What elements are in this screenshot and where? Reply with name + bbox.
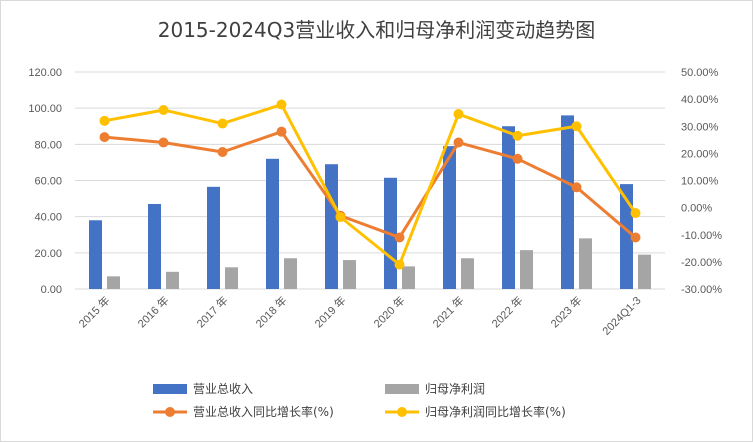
y-left-tick-label: 20.00 — [34, 248, 62, 260]
legend-label: 营业总收入 — [193, 382, 253, 396]
bar-net-profit — [343, 260, 356, 289]
profit-growth-point — [394, 259, 405, 270]
x-tick-label: 2023 年 — [547, 293, 584, 330]
x-tick-label: 2015 年 — [75, 293, 112, 330]
y-right-tick-label: 30.00% — [681, 121, 719, 133]
bar-net-profit — [461, 258, 474, 289]
bar-revenue — [325, 164, 338, 289]
x-tick-label: 2017 年 — [193, 293, 230, 330]
profit-growth-point — [335, 212, 346, 223]
bar-revenue — [266, 158, 279, 289]
profit-growth-point — [99, 115, 110, 126]
bar-revenue — [443, 146, 456, 289]
legend-swatch — [385, 384, 419, 394]
y-right-tick-label: -10.00% — [681, 230, 722, 242]
x-tick-label: 2019 年 — [311, 293, 348, 330]
y-right-tick-label: 40.00% — [681, 94, 719, 106]
profit-growth-point — [158, 104, 169, 115]
bar-revenue — [207, 186, 220, 289]
legend-label: 归母净利润同比增长率(%) — [425, 404, 566, 419]
revenue-growth-line — [104, 130, 637, 239]
profit-growth-point — [571, 121, 582, 132]
x-tick-label: 2022 年 — [488, 293, 525, 330]
bar-revenue — [502, 126, 515, 289]
revenue-growth-point — [276, 126, 287, 137]
y-right-tick-label: 20.00% — [681, 148, 719, 160]
revenue-growth-point — [571, 182, 582, 193]
profit-growth-point — [276, 99, 287, 110]
bar-revenue — [561, 115, 574, 290]
legend-swatch — [153, 384, 187, 394]
bar-net-profit — [284, 258, 297, 289]
legend-marker — [165, 407, 175, 417]
x-tick-label: 2016 年 — [134, 293, 171, 330]
y-left-tick-label: 120.00 — [28, 67, 62, 79]
x-tick-label: 2018 年 — [252, 293, 289, 330]
y-right-tick-label: -30.00% — [681, 284, 722, 296]
y-left-tick-label: 60.00 — [34, 176, 62, 188]
revenue-growth-point — [512, 153, 523, 164]
y-right-tick-label: 10.00% — [681, 176, 719, 188]
bar-revenue — [620, 184, 633, 289]
profit-growth-point — [630, 208, 641, 219]
y-left-tick-label: 80.00 — [34, 139, 62, 151]
bar-revenue — [89, 220, 102, 289]
y-left-tick-label: 40.00 — [34, 212, 62, 224]
y-right-tick-label: 50.00% — [681, 67, 719, 79]
x-tick-label: 2024Q1-3 — [601, 295, 644, 338]
legend-label: 归母净利润 — [425, 382, 485, 396]
y-left-tick-label: 100.00 — [28, 103, 62, 115]
profit-growth-point — [453, 109, 464, 120]
revenue-growth-point — [158, 137, 169, 148]
bar-net-profit — [579, 238, 592, 289]
y-right-tick-label: 0.00% — [681, 203, 712, 215]
profit-growth-point — [512, 130, 523, 141]
y-left-tick-label: 0.00 — [41, 284, 62, 296]
revenue-growth-point — [453, 137, 464, 148]
bar-revenue — [148, 204, 161, 289]
bar-net-profit — [225, 267, 238, 289]
legend-marker — [397, 407, 407, 417]
profit-growth-point — [217, 118, 228, 129]
bar-net-profit — [638, 254, 651, 289]
chart-title: 2015-2024Q3营业收入和归母净利润变动趋势图 — [157, 18, 596, 42]
bar-net-profit — [166, 271, 179, 289]
bar-net-profit — [107, 276, 120, 289]
revenue-growth-point — [630, 232, 641, 243]
x-tick-label: 2021 年 — [429, 293, 466, 330]
revenue-growth-point — [99, 132, 110, 143]
revenue-growth-point — [217, 147, 228, 158]
bar-net-profit — [520, 250, 533, 289]
x-tick-label: 2020 年 — [370, 293, 407, 330]
bar-net-profit — [402, 266, 415, 289]
revenue-growth-point — [394, 232, 405, 243]
profit-growth-line — [104, 103, 637, 267]
y-right-tick-label: -20.00% — [681, 257, 722, 269]
legend-label: 营业总收入同比增长率(%) — [193, 404, 334, 419]
